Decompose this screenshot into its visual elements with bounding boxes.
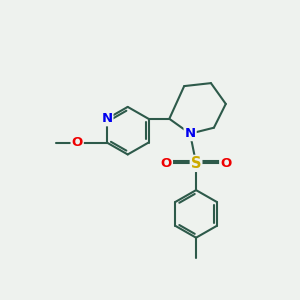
Text: S: S xyxy=(191,156,201,171)
Text: O: O xyxy=(72,136,83,149)
Text: N: N xyxy=(101,112,112,125)
Text: N: N xyxy=(184,127,196,140)
Text: O: O xyxy=(220,157,231,170)
Text: O: O xyxy=(161,157,172,170)
